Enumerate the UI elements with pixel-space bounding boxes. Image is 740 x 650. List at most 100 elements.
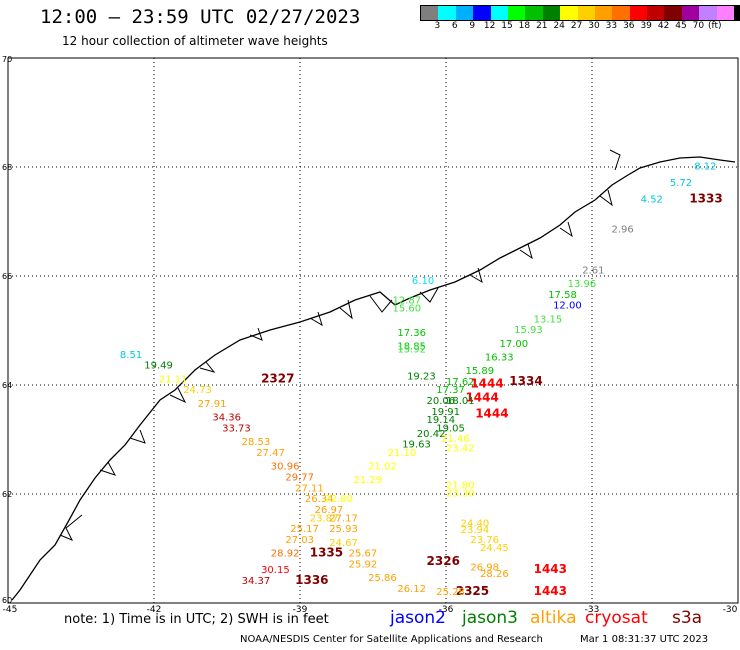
wave-height-label: 24.40 [461, 519, 490, 530]
colorbar-swatch [525, 6, 543, 20]
wave-height-label: 25.67 [349, 549, 378, 560]
wave-height-label: 25.86 [368, 573, 397, 584]
wave-height-label: 23.42 [446, 443, 475, 454]
pass-id-label: 1443 [534, 562, 567, 576]
wave-height-label: 6.10 [412, 276, 434, 287]
colorbar-label: 45 [675, 21, 687, 31]
colorbar-label: 27 [570, 21, 583, 31]
satellite-label-cryosat: cryosat [585, 608, 648, 628]
wave-height-label: 27.17 [329, 513, 358, 524]
colorbar-swatch [473, 6, 491, 20]
wave-height-label: 21.11 [159, 374, 188, 385]
wave-height-label: 24.67 [329, 538, 358, 549]
wave-height-label: 21.02 [368, 461, 397, 472]
satellite-label-jason3: jason3 [462, 608, 518, 628]
colorbar-label: 12 [483, 21, 496, 31]
colorbar-swatch [560, 6, 578, 20]
wave-height-label: 22.80 [324, 494, 353, 505]
colorbar [420, 5, 740, 21]
colorbar-swatch [455, 6, 474, 20]
colorbar-swatch [490, 6, 508, 20]
wave-height-label: 17.62 [446, 377, 475, 388]
wave-height-label: 27.11 [295, 483, 324, 494]
page-title: 12:00 – 23:59 UTC 02/27/2023 [40, 6, 361, 28]
wave-height-label: 29.77 [285, 472, 314, 483]
wave-height-label: 23.87 [310, 513, 339, 524]
pass-id-label: 2326 [427, 554, 460, 568]
colorbar-label: 3 [434, 21, 441, 31]
colorbar-swatch [681, 6, 700, 20]
wave-height-label: 13.96 [568, 279, 597, 290]
colorbar-swatch [577, 6, 595, 20]
wave-height-label: 18.01 [446, 396, 475, 407]
colorbar-label: 9 [469, 21, 476, 31]
wave-height-label: 16.33 [485, 352, 514, 363]
wave-height-label: 12.87 [392, 295, 421, 306]
y-axis-ticks: 70 68 66 64 62 60 [2, 55, 12, 605]
x-tick-label: -45 [3, 605, 18, 615]
wave-height-label: 23.30 [446, 489, 475, 500]
greenland-coastline [11, 156, 736, 601]
footnote: note: 1) Time is in UTC; 2) SWH is in fe… [64, 612, 329, 627]
pass-id-label: 1444 [465, 390, 498, 404]
wave-height-label: 17.00 [500, 339, 529, 350]
wave-height-label: 17.58 [548, 290, 577, 301]
wave-height-label: 19.23 [407, 372, 436, 383]
satellite-label-altika: altika [530, 608, 577, 628]
colorbar-swatch [664, 6, 682, 20]
colorbar-label: 33 [605, 21, 618, 31]
y-tick-label: 70 [2, 55, 12, 64]
colorbar-label: 30 [588, 21, 600, 31]
wave-height-label: 26.97 [315, 505, 344, 516]
wave-height-label: 24.45 [480, 543, 509, 554]
wave-height-label: 27.91 [198, 399, 227, 410]
colorbar-labels: 3 6 9 12 15 18 21 24 27 30 33 36 39 42 45 70 [420, 21, 730, 35]
pass-id-label: 2327 [261, 371, 294, 385]
wave-height-label: 23.76 [470, 535, 499, 546]
wave-height-label: 23.94 [461, 525, 490, 536]
colorbar-label: 21 [536, 21, 548, 31]
colorbar-swatch [647, 6, 665, 20]
colorbar-swatch [594, 6, 613, 20]
pass-id-label: 1444 [470, 377, 503, 391]
colorbar-unit: (ft) [708, 21, 722, 31]
y-tick-label: 62 [2, 490, 12, 499]
footer-date: Mar 1 08:31:37 UTC 2023 [580, 634, 709, 645]
y-tick-label: 60 [2, 596, 12, 605]
y-tick-label: 66 [2, 272, 12, 281]
pass-id-label: 2325 [456, 584, 489, 598]
colorbar-swatch [734, 6, 740, 20]
wave-height-label: 21.29 [354, 475, 383, 486]
wave-height-label: 33.73 [222, 423, 251, 434]
colorbar-swatch [507, 6, 526, 20]
wave-height-label: 15.92 [397, 344, 426, 355]
x-tick-label: -36 [439, 605, 454, 615]
pass-id-label: 1333 [689, 191, 722, 205]
page-subtitle: 12 hour collection of altimeter wave hei… [62, 34, 328, 48]
wave-height-label: 2.61 [582, 265, 604, 276]
coastline-detail [59, 149, 621, 541]
colorbar-label: 24 [553, 21, 565, 31]
colorbar-swatch [716, 6, 735, 20]
wave-height-label: 12.00 [553, 301, 582, 312]
wave-height-label: 13.15 [534, 314, 563, 325]
wave-height-label: 18.85 [397, 342, 426, 353]
wave-height-label: 25.28 [436, 587, 465, 598]
wave-height-label: 19.14 [427, 415, 456, 426]
wave-height-label: 26.98 [470, 562, 499, 573]
wave-height-label: 19.05 [436, 423, 465, 434]
x-axis-ticks: -45 -42 -39 -36 -33 -30 [3, 605, 738, 615]
wave-height-label: 17.37 [436, 385, 465, 396]
grid-lines [7, 57, 739, 604]
wave-height-label: 30.15 [261, 565, 290, 576]
wave-height-label: 28.26 [480, 569, 509, 580]
wave-height-label: 21.46 [441, 434, 470, 445]
wave-height-label: 25.17 [290, 524, 319, 535]
colorbar-swatch [438, 6, 456, 20]
colorbar-label: 6 [451, 21, 458, 31]
colorbar-label: 42 [657, 21, 670, 31]
wave-height-label: 34.37 [242, 576, 271, 587]
wave-height-label: 15.93 [514, 325, 543, 336]
x-tick-label: -33 [585, 605, 600, 615]
